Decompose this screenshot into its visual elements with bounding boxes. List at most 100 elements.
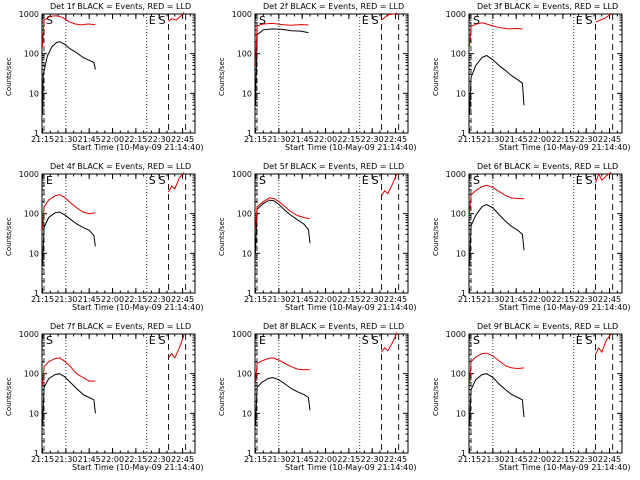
- x-tick-label: 22:30: [361, 295, 384, 304]
- interval-marker-label: S: [473, 174, 480, 187]
- x-tick-label: 22:30: [148, 135, 171, 144]
- lld-rate-line: [595, 171, 612, 183]
- x-tick-label: 22:15: [124, 295, 147, 304]
- axes-frame: [468, 333, 623, 454]
- y-tick-label: 1000: [446, 170, 466, 179]
- x-tick-label: 21:15: [244, 455, 267, 464]
- lld-rate-line: [381, 173, 398, 197]
- interval-marker-label: S: [372, 14, 379, 27]
- interval-marker-label: E: [46, 174, 53, 187]
- y-tick-label: 100: [24, 50, 39, 59]
- y-tick-label: 10: [242, 249, 252, 258]
- y-tick-label: 100: [24, 370, 39, 379]
- y-tick-label: 1: [34, 449, 39, 458]
- axes-frame: [254, 13, 409, 134]
- lld-rate-line: [255, 22, 309, 66]
- y-tick-label: 10: [29, 409, 39, 418]
- y-tick-label: 100: [237, 210, 252, 219]
- interval-marker-label: S: [159, 334, 166, 347]
- y-tick-label: 1000: [232, 330, 252, 339]
- x-tick-label: 22:45: [171, 455, 194, 464]
- detector-panel: Det 8f BLACK = Events, RED = LLD Counts/s…: [213, 320, 426, 480]
- interval-marker-label: E: [259, 334, 266, 347]
- y-tick-label: 10: [456, 409, 466, 418]
- interval-marker-label: E: [149, 14, 156, 27]
- x-tick-label: 22:15: [551, 135, 574, 144]
- y-tick-label: 1: [34, 289, 39, 298]
- y-tick-label: 1: [247, 129, 252, 138]
- panel-title: Det 5f BLACK = Events, RED = LLD: [263, 162, 405, 171]
- y-tick-label: 100: [237, 50, 252, 59]
- interval-marker-label: S: [473, 334, 480, 347]
- lld-rate-line: [381, 12, 398, 21]
- x-tick-label: 22:45: [171, 135, 194, 144]
- x-tick-label: 21:45: [505, 455, 528, 464]
- y-tick-label: 1: [461, 449, 466, 458]
- interval-marker-label: E: [362, 174, 369, 187]
- x-tick-label: 22:45: [384, 455, 407, 464]
- x-axis-label: Start Time (10-May-09 21:14:40): [285, 143, 417, 152]
- y-tick-label: 10: [242, 409, 252, 418]
- interval-marker-label: S: [259, 174, 266, 187]
- x-tick-label: 22:30: [148, 295, 171, 304]
- x-tick-label: 22:45: [598, 135, 621, 144]
- interval-marker-label: S: [362, 334, 369, 347]
- x-tick-label: 22:00: [101, 135, 124, 144]
- detector-panel: Det 6f BLACK = Events, RED = LLD Counts/s…: [427, 160, 640, 320]
- lld-rate-line: [168, 334, 185, 359]
- x-axis-label: Start Time (10-May-09 21:14:40): [72, 303, 204, 312]
- axes-frame: [41, 13, 196, 134]
- lld-rate-line: [469, 22, 523, 47]
- interval-marker-label: S: [586, 174, 593, 187]
- x-tick-label: 22:30: [361, 455, 384, 464]
- lld-rate-line: [168, 172, 185, 193]
- y-tick-label: 1000: [232, 170, 252, 179]
- interval-marker-label: S: [473, 14, 480, 27]
- lld-rate-line: [42, 15, 96, 47]
- y-tick-label: 10: [29, 89, 39, 98]
- x-axis-label: Start Time (10-May-09 21:14:40): [72, 463, 204, 472]
- x-tick-label: 22:00: [314, 455, 337, 464]
- interval-marker-label: E: [576, 14, 583, 27]
- x-tick-label: 22:15: [124, 455, 147, 464]
- detector-panel: Det 5f BLACK = Events, RED = LLD Counts/s…: [213, 160, 426, 320]
- events-rate-line: [469, 203, 525, 266]
- plot-area: 1 10 100 1000 21:15 21:30 21:45 22:00 22:15 22:30…: [232, 10, 409, 144]
- x-tick-label: 21:45: [291, 455, 314, 464]
- events-rate-line: [469, 373, 525, 426]
- x-tick-label: 22:30: [575, 135, 598, 144]
- x-tick-label: 22:15: [337, 135, 360, 144]
- x-axis-label: Start Time (10-May-09 21:14:40): [285, 303, 417, 312]
- events-rate-line: [42, 41, 96, 115]
- axes-frame: [41, 173, 196, 294]
- interval-marker-label: E: [576, 174, 583, 187]
- lld-rate-line: [255, 357, 310, 383]
- lld-rate-line: [595, 13, 612, 23]
- x-tick-label: 21:45: [78, 135, 101, 144]
- interval-marker-label: S: [372, 334, 379, 347]
- events-rate-line: [255, 376, 311, 426]
- x-tick-label: 22:15: [337, 455, 360, 464]
- x-tick-label: 22:30: [575, 295, 598, 304]
- plot-area: 1 10 100 1000 21:15 21:30 21:45 22:00 22:15 22:30…: [19, 170, 196, 304]
- x-tick-label: 22:00: [314, 135, 337, 144]
- detector-panel: Det 7f BLACK = Events, RED = LLD Counts/s…: [0, 320, 213, 480]
- x-tick-label: 21:30: [267, 295, 290, 304]
- x-tick-label: 21:30: [267, 135, 290, 144]
- x-tick-label: 22:30: [148, 455, 171, 464]
- x-tick-label: 21:30: [481, 455, 504, 464]
- y-tick-label: 1000: [446, 10, 466, 19]
- y-tick-label: 100: [24, 210, 39, 219]
- interval-marker-label: S: [46, 334, 53, 347]
- x-tick-label: 22:15: [551, 295, 574, 304]
- x-tick-label: 21:15: [458, 135, 481, 144]
- detector-panel: Det 4f BLACK = Events, RED = LLD Counts/s…: [0, 160, 213, 320]
- lld-rate-line: [469, 352, 525, 383]
- lld-rate-line: [381, 332, 398, 353]
- interval-marker-label: E: [149, 334, 156, 347]
- x-tick-label: 22:15: [337, 295, 360, 304]
- x-axis-label: Start Time (10-May-09 21:14:40): [499, 143, 631, 152]
- x-tick-label: 21:30: [481, 135, 504, 144]
- x-tick-label: 21:15: [31, 135, 54, 144]
